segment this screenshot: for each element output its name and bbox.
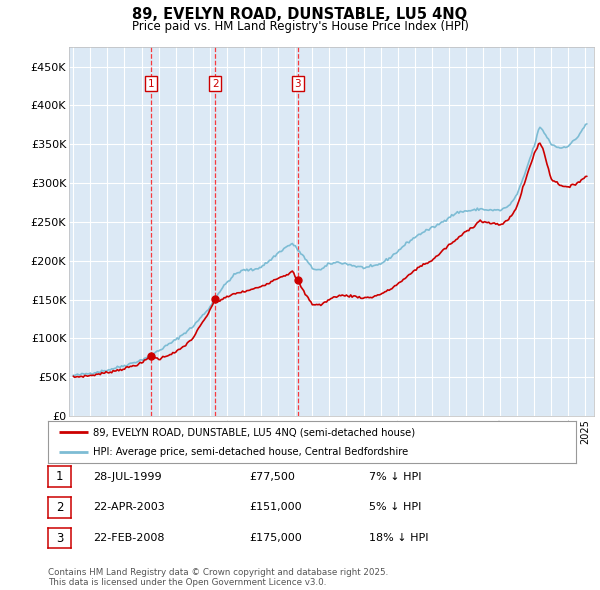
Text: Price paid vs. HM Land Registry's House Price Index (HPI): Price paid vs. HM Land Registry's House … xyxy=(131,20,469,33)
Text: 3: 3 xyxy=(294,78,301,88)
Text: HPI: Average price, semi-detached house, Central Bedfordshire: HPI: Average price, semi-detached house,… xyxy=(93,447,408,457)
Text: 7% ↓ HPI: 7% ↓ HPI xyxy=(369,472,421,481)
Text: 5% ↓ HPI: 5% ↓ HPI xyxy=(369,503,421,512)
Text: 18% ↓ HPI: 18% ↓ HPI xyxy=(369,533,428,543)
Text: £175,000: £175,000 xyxy=(249,533,302,543)
Text: £151,000: £151,000 xyxy=(249,503,302,512)
Text: £77,500: £77,500 xyxy=(249,472,295,481)
Text: 28-JUL-1999: 28-JUL-1999 xyxy=(93,472,161,481)
Text: 1: 1 xyxy=(148,78,155,88)
Text: 89, EVELYN ROAD, DUNSTABLE, LU5 4NQ: 89, EVELYN ROAD, DUNSTABLE, LU5 4NQ xyxy=(133,7,467,22)
Text: 22-FEB-2008: 22-FEB-2008 xyxy=(93,533,164,543)
Text: 89, EVELYN ROAD, DUNSTABLE, LU5 4NQ (semi-detached house): 89, EVELYN ROAD, DUNSTABLE, LU5 4NQ (sem… xyxy=(93,427,415,437)
Text: 1: 1 xyxy=(56,470,63,483)
Text: Contains HM Land Registry data © Crown copyright and database right 2025.
This d: Contains HM Land Registry data © Crown c… xyxy=(48,568,388,587)
Text: 22-APR-2003: 22-APR-2003 xyxy=(93,503,165,512)
Text: 3: 3 xyxy=(56,532,63,545)
Text: 2: 2 xyxy=(212,78,218,88)
Text: 2: 2 xyxy=(56,501,63,514)
